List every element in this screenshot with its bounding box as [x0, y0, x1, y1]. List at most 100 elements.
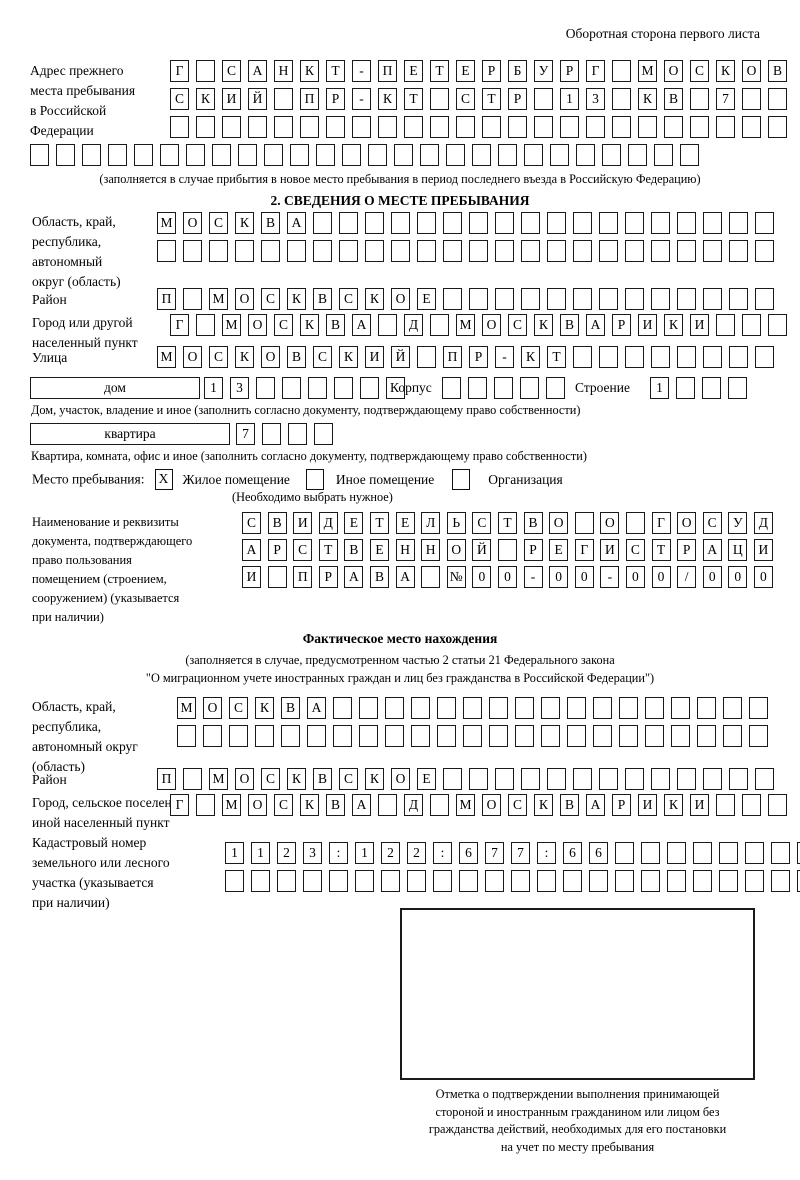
cadastral-r2-cell-7[interactable] [381, 870, 400, 892]
actual-city-cell-24[interactable] [768, 794, 787, 816]
section2-street-cell-15[interactable]: К [521, 346, 540, 368]
section2-region-r2-cell-6[interactable] [287, 240, 306, 262]
cadastral-r1-cell-5[interactable]: : [329, 842, 348, 864]
section2-district-cell-21[interactable] [677, 288, 696, 310]
section2-district-cell-10[interactable]: О [391, 288, 410, 310]
house-cell-8[interactable] [386, 377, 405, 399]
section2-district-cell-18[interactable] [599, 288, 618, 310]
section2-street-cell-11[interactable] [417, 346, 436, 368]
section2-district-cell-15[interactable] [521, 288, 540, 310]
stay-type-option-1-checkbox[interactable]: X [154, 469, 173, 490]
house-cell-1[interactable]: 1 [204, 377, 223, 399]
actual-region-r2-cell-2[interactable] [203, 725, 222, 747]
actual-city-cell-23[interactable] [742, 794, 761, 816]
prev-address-r1-cell-22[interactable]: К [716, 60, 735, 82]
section2-region-r2-cell-14[interactable] [495, 240, 514, 262]
cadastral-r2-cell-11[interactable] [485, 870, 504, 892]
prev-address-r1-cell-23[interactable]: О [742, 60, 761, 82]
section2-street-cell-23[interactable] [729, 346, 748, 368]
prev-address-r2-cell-6[interactable]: П [300, 88, 319, 110]
section2-region-r2-cell-4[interactable] [235, 240, 254, 262]
actual-region-r1-cell-8[interactable] [359, 697, 378, 719]
prev-address-r4-cell-1[interactable] [30, 144, 49, 166]
korpus-cell-2[interactable] [468, 377, 487, 399]
actual-region-r1-cell-6[interactable]: А [307, 697, 326, 719]
section2-region-r1-cell-9[interactable] [365, 212, 384, 234]
section2-street-cell-2[interactable]: О [183, 346, 202, 368]
prev-address-r4-cell-19[interactable] [498, 144, 517, 166]
cadastral-r2-cell-21[interactable] [745, 870, 764, 892]
prev-address-r2-cell-12[interactable]: С [456, 88, 475, 110]
document-r1-cell-8[interactable]: Л [421, 512, 441, 534]
section2-street-cell-13[interactable]: Р [469, 346, 488, 368]
actual-region-r2-cell-8[interactable] [359, 725, 378, 747]
document-r2-cell-8[interactable]: Н [421, 539, 441, 561]
section2-region-r1-cell-13[interactable] [469, 212, 488, 234]
prev-address-r1-cell-5[interactable]: Н [274, 60, 293, 82]
document-r2-cell-15[interactable]: И [600, 539, 620, 561]
actual-region-row-2[interactable] [177, 725, 775, 747]
document-r3-cell-17[interactable]: 0 [651, 566, 671, 588]
actual-region-r2-cell-3[interactable] [229, 725, 248, 747]
house-cell-3[interactable] [256, 377, 275, 399]
cadastral-r1-cell-9[interactable]: : [433, 842, 452, 864]
section2-district-cell-12[interactable] [443, 288, 462, 310]
document-r1-cell-10[interactable]: С [472, 512, 492, 534]
actual-district-cell-8[interactable]: С [339, 768, 358, 790]
prev-address-r2-cell-8[interactable]: - [352, 88, 371, 110]
prev-address-r2-cell-23[interactable] [742, 88, 761, 110]
section2-region-r1-cell-23[interactable] [729, 212, 748, 234]
prev-address-r1-cell-3[interactable]: С [222, 60, 241, 82]
prev-address-r3-cell-20[interactable] [664, 116, 683, 138]
actual-region-r1-cell-3[interactable]: С [229, 697, 248, 719]
document-r1-cell-21[interactable]: Д [753, 512, 773, 534]
actual-district-cell-11[interactable]: Е [417, 768, 436, 790]
cadastral-r2-cell-4[interactable] [303, 870, 322, 892]
section2-district-cell-13[interactable] [469, 288, 488, 310]
section2-district-cell-24[interactable] [755, 288, 774, 310]
prev-address-r1-cell-2[interactable] [196, 60, 215, 82]
cadastral-r2-cell-9[interactable] [433, 870, 452, 892]
flat-cell-2[interactable] [262, 423, 281, 445]
prev-address-r1-cell-12[interactable]: Е [456, 60, 475, 82]
cadastral-r2-cell-16[interactable] [615, 870, 634, 892]
section2-city-cell-16[interactable]: В [560, 314, 579, 336]
cadastral-r2-cell-10[interactable] [459, 870, 478, 892]
section2-region-r1-cell-17[interactable] [573, 212, 592, 234]
section2-district-cell-5[interactable]: С [261, 288, 280, 310]
section2-street-cell-9[interactable]: И [365, 346, 384, 368]
prev-address-r3-cell-24[interactable] [768, 116, 787, 138]
section2-region-r1-cell-19[interactable] [625, 212, 644, 234]
korpus-cell-3[interactable] [494, 377, 513, 399]
document-r3-cell-10[interactable]: 0 [472, 566, 492, 588]
prev-address-r2-cell-10[interactable]: Т [404, 88, 423, 110]
cadastral-r1-cell-18[interactable] [667, 842, 686, 864]
document-r2-cell-17[interactable]: Т [651, 539, 671, 561]
cadastral-r1-cell-4[interactable]: 3 [303, 842, 322, 864]
prev-address-r4-cell-6[interactable] [160, 144, 179, 166]
actual-district-cell-19[interactable] [625, 768, 644, 790]
cadastral-r1-cell-21[interactable] [745, 842, 764, 864]
cadastral-row-2[interactable] [225, 870, 800, 892]
prev-address-r2-cell-2[interactable]: К [196, 88, 215, 110]
section2-region-r1-cell-16[interactable] [547, 212, 566, 234]
house-cell-2[interactable]: 3 [230, 377, 249, 399]
stroenie-cell-2[interactable] [676, 377, 695, 399]
section2-region-row-2[interactable] [157, 240, 781, 262]
document-r3-cell-9[interactable]: № [446, 566, 466, 588]
section2-region-r2-cell-17[interactable] [573, 240, 592, 262]
section2-region-r1-cell-5[interactable]: В [261, 212, 280, 234]
prev-address-r4-cell-20[interactable] [524, 144, 543, 166]
cadastral-r2-cell-18[interactable] [667, 870, 686, 892]
prev-address-r1-cell-15[interactable]: У [534, 60, 553, 82]
document-r3-cell-4[interactable]: Р [318, 566, 338, 588]
section2-district-cell-22[interactable] [703, 288, 722, 310]
actual-district-cell-14[interactable] [495, 768, 514, 790]
prev-address-r2-cell-17[interactable]: 3 [586, 88, 605, 110]
document-r3-cell-19[interactable]: 0 [702, 566, 722, 588]
section2-city-cell-6[interactable]: К [300, 314, 319, 336]
actual-district-cell-23[interactable] [729, 768, 748, 790]
actual-region-r1-cell-4[interactable]: К [255, 697, 274, 719]
actual-district-cell-4[interactable]: О [235, 768, 254, 790]
